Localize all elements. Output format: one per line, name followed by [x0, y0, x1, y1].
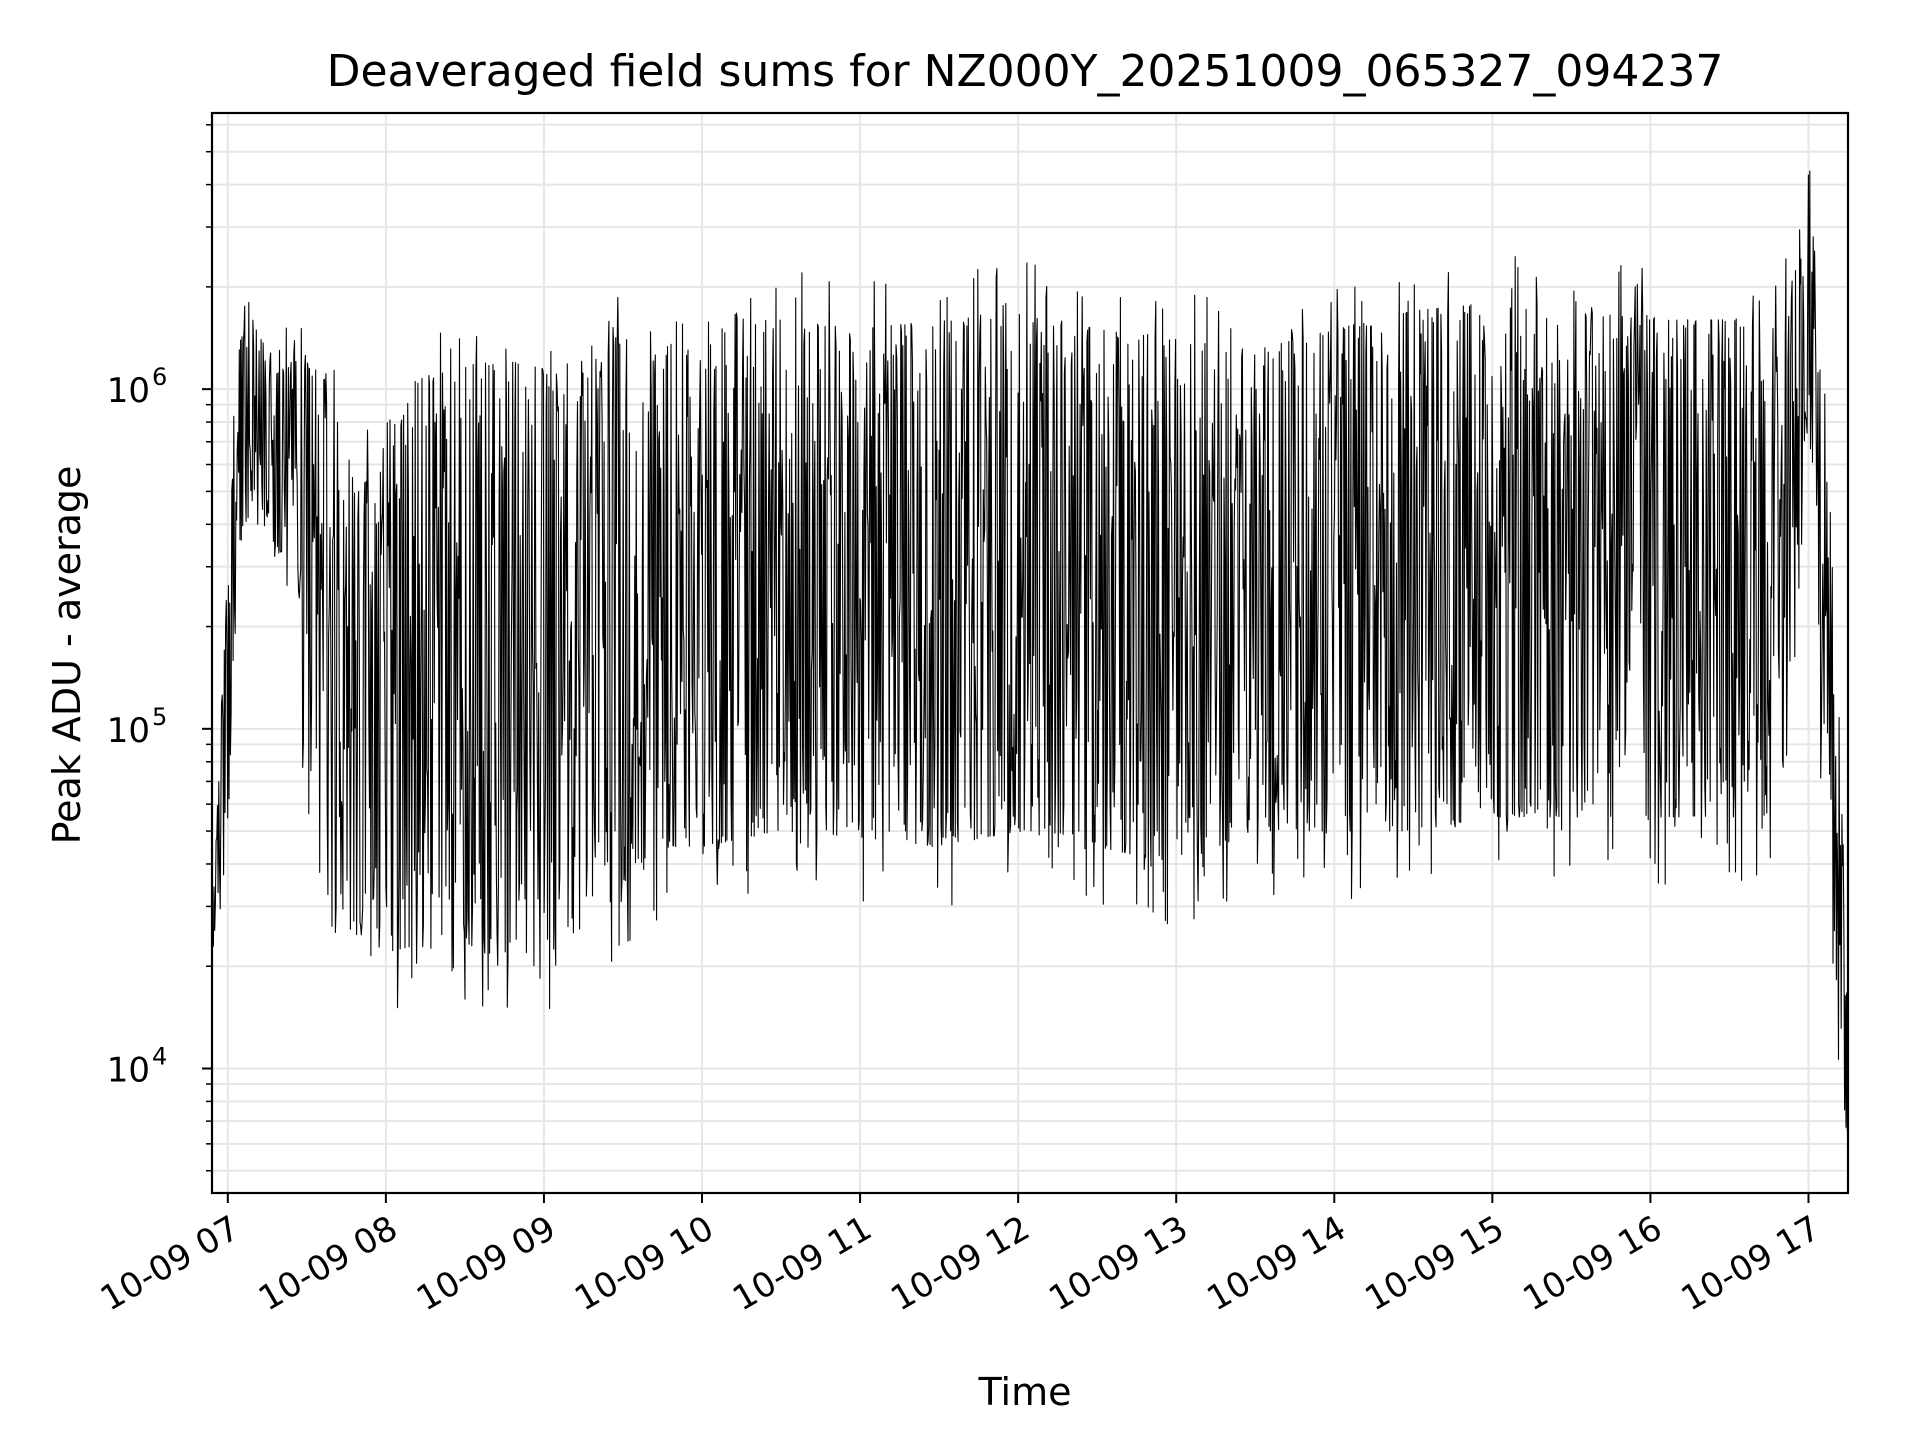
- series-line: [211, 170, 1849, 1132]
- y-tick-exponent: 6: [152, 363, 167, 391]
- y-tick-label: 10: [107, 371, 150, 411]
- data-series: [211, 170, 1849, 1132]
- x-axis-label: Time: [978, 1370, 1072, 1414]
- y-tick-exponent: 5: [152, 703, 167, 731]
- y-tick-label: 10: [107, 1050, 150, 1090]
- plot-frame: [210, 111, 1850, 1195]
- y-axis-label: Peak ADU - average: [45, 466, 89, 845]
- y-tick-exponent: 4: [152, 1042, 167, 1070]
- chart-title: Deaveraged field sums for NZ000Y_2025100…: [327, 46, 1724, 97]
- y-tick-label: 10: [107, 711, 150, 751]
